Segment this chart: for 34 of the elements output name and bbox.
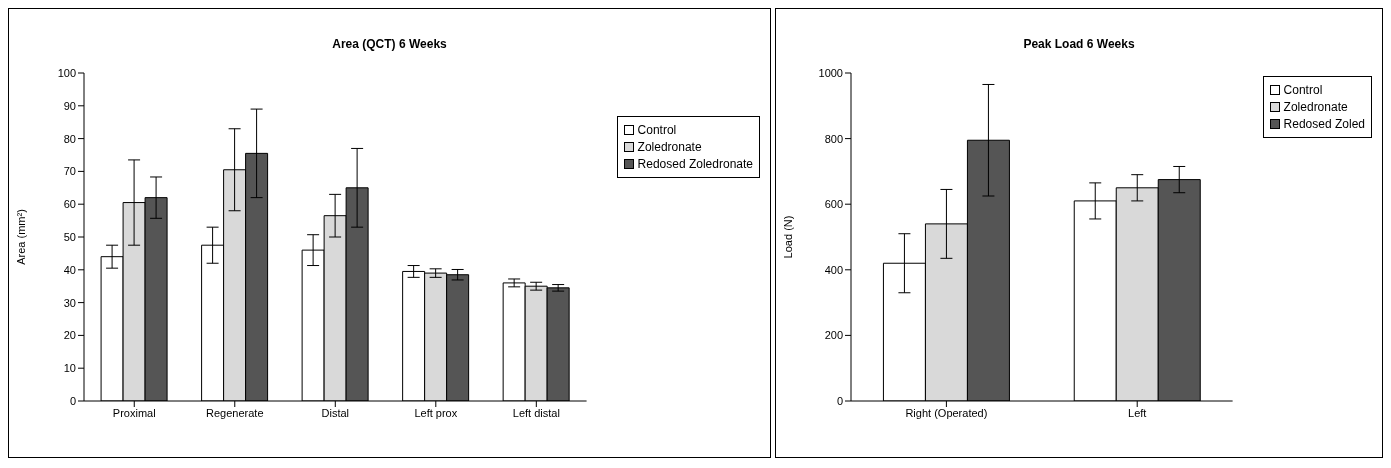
y-tick-label: 600 [824,198,843,211]
y-tick-label: 80 [63,132,76,145]
x-tick-label: Left distal [512,406,560,419]
y-tick-label: 200 [824,329,843,342]
y-tick-label: 30 [63,296,76,309]
chart-title: Peak Load 6 Weeks [1022,37,1136,51]
legend-label: Control [1283,83,1323,97]
x-tick-label: Distal [321,406,350,419]
y-tick-label: 0 [836,394,843,407]
y-axis-title: Area (mm²) [14,209,27,265]
legend-label: Zoledronate [1283,100,1348,114]
y-tick-label: 40 [63,263,76,276]
y-tick-label: 20 [63,329,76,342]
y-tick-label: 1000 [818,66,843,79]
x-tick-label: Right (Operated) [905,406,988,419]
y-axis-title: Load (N) [781,215,794,259]
y-tick-label: 90 [63,99,76,112]
legend-label: Zoledronate [637,140,702,154]
legend-label: Control [637,123,677,137]
x-tick-label: Left prox [414,406,458,419]
legend-label: Redosed Zoledronate [637,157,753,171]
y-tick-label: 60 [63,198,76,211]
y-tick-label: 50 [63,230,76,243]
y-tick-label: 800 [824,132,843,145]
legend-label: Redosed Zoled [1283,117,1365,131]
x-tick-label: Proximal [112,406,156,419]
x-tick-label: Left [1128,406,1147,419]
y-tick-label: 70 [63,165,76,178]
chart-title: Area (QCT) 6 Weeks [331,37,448,51]
y-tick-label: 0 [69,394,76,407]
x-tick-label: Regenerate [206,406,264,419]
y-tick-label: 400 [824,263,843,276]
y-tick-label: 10 [63,362,76,375]
y-tick-label: 100 [57,66,76,79]
